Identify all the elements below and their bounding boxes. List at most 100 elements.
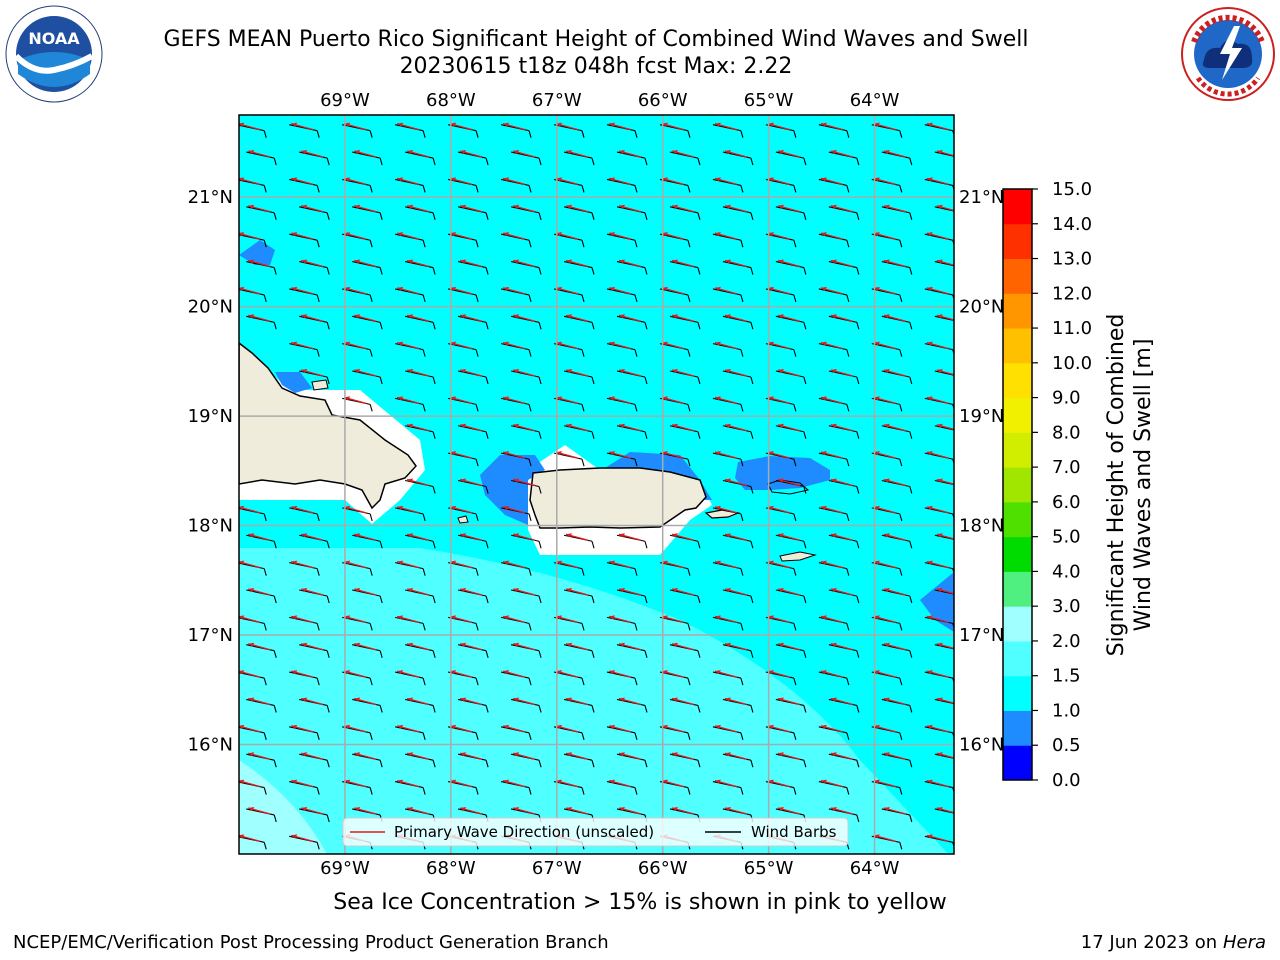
wave-direction-arrowhead: [291, 286, 298, 291]
wind-barb-flag: [263, 732, 267, 740]
wave-direction-arrowhead: [830, 423, 837, 428]
wind-barb-flag: [485, 267, 489, 275]
footer-date: 17 Jun 2023 on: [1080, 932, 1218, 953]
wind-barb-flag: [538, 431, 542, 439]
wave-direction-arrowhead: [513, 369, 520, 374]
colorbar-segment: [1003, 467, 1032, 503]
wind-barb-flag: [634, 458, 638, 467]
wind-barb-flag: [644, 322, 648, 330]
wind-barb-flag: [591, 650, 595, 658]
wind-barb-flag: [697, 541, 701, 549]
wind-barb-flag: [856, 650, 860, 658]
wave-direction-arrowhead: [301, 752, 308, 757]
wind-barb-flag: [687, 623, 691, 631]
wave-direction-arrowhead: [566, 259, 573, 264]
wind-barb-flag: [528, 130, 532, 138]
wind-barb-flag: [528, 677, 532, 686]
wave-direction-arrowhead: [926, 779, 933, 784]
wind-barb-flag: [581, 240, 585, 248]
wave-direction-arrowhead: [354, 697, 361, 702]
wave-direction-arrowhead: [503, 670, 510, 675]
wave-direction-arrowhead: [724, 150, 731, 155]
wave-direction-arrowhead: [407, 752, 414, 757]
wind-barb-flag: [856, 486, 860, 494]
wave-direction-arrowhead: [618, 587, 625, 592]
wave-direction-arrowhead: [291, 724, 298, 729]
wave-direction-arrowhead: [777, 478, 784, 483]
wind-barb-flag: [316, 787, 320, 795]
wind-barb-flag: [273, 267, 277, 275]
wind-barb-flag: [273, 705, 277, 713]
wave-direction-arrowhead: [291, 232, 298, 237]
wind-barb-flag: [846, 349, 850, 357]
wind-barb-flag: [273, 595, 277, 604]
wind-barb-flag: [432, 541, 436, 549]
wave-direction-arrowhead: [397, 670, 404, 675]
wave-direction-legend-label: Primary Wave Direction (unscaled): [394, 823, 654, 841]
wave-direction-arrowhead: [777, 587, 784, 592]
wind-barb-flag: [846, 568, 850, 576]
wind-barb-flag: [644, 431, 648, 439]
wind-barb-flag: [379, 705, 383, 713]
lat-label-left: 17°N: [188, 625, 233, 646]
wave-direction-arrowhead: [671, 697, 678, 702]
wind-barb-flag: [485, 595, 489, 604]
wind-barb-flag: [856, 814, 860, 823]
wind-barb-flag: [485, 541, 489, 549]
wave-direction-arrowhead: [301, 697, 308, 702]
wave-direction-arrowhead: [513, 697, 520, 702]
wave-direction-arrowhead: [724, 314, 731, 319]
low-wave-patch-east: [920, 572, 954, 632]
wave-direction-arrowhead: [608, 122, 615, 127]
wave-direction-arrowhead: [618, 204, 625, 209]
colorbar-tick-label: 5.0: [1052, 527, 1081, 548]
wind-barb-flag: [581, 130, 585, 138]
wave-direction-arrowhead: [618, 697, 625, 702]
wind-barb-flag: [316, 842, 320, 850]
wind-barb-flag: [485, 212, 489, 220]
wave-direction-arrowhead: [883, 587, 890, 592]
wind-barb-flag: [803, 322, 807, 330]
wave-direction-arrowhead: [618, 806, 625, 811]
wave-direction-arrowhead: [724, 587, 731, 592]
wind-barb-flag: [528, 458, 532, 467]
wave-direction-arrowhead: [248, 587, 255, 592]
wind-barb-flag: [369, 404, 373, 412]
wind-barb-flag: [475, 240, 479, 248]
wind-barb-flag: [909, 595, 913, 604]
wave-direction-arrowhead: [354, 587, 361, 592]
wind-barbs-legend-label: Wind Barbs: [751, 823, 837, 841]
wind-barb-flag: [846, 787, 850, 795]
wind-barb-flag: [432, 431, 436, 439]
wind-barb-flag: [899, 130, 903, 138]
st-croix-land: [779, 551, 817, 562]
wave-direction-arrowhead: [830, 642, 837, 647]
wind-barb-flag: [379, 157, 383, 166]
wind-barb-flag: [740, 732, 744, 740]
wave-direction-arrowhead: [777, 369, 784, 374]
wave-direction-arrowhead: [608, 560, 615, 565]
wave-direction-arrowhead: [926, 177, 933, 182]
colorbar-segment: [1003, 640, 1032, 677]
wave-direction-arrowhead: [830, 697, 837, 702]
wind-barb-flag: [697, 650, 701, 658]
wave-direction-arrowhead: [714, 341, 721, 346]
wave-direction-arrowhead: [714, 615, 721, 620]
wind-barb-flag: [538, 212, 542, 220]
wind-barb-flag: [750, 322, 754, 330]
wave-direction-arrowhead: [301, 533, 308, 538]
wind-barb-flag: [750, 650, 754, 658]
wind-barb-flag: [740, 568, 744, 576]
wind-barb-flag: [581, 568, 585, 576]
wind-barb-flag: [326, 267, 330, 275]
wave-direction-arrowhead: [777, 806, 784, 811]
wind-barb-flag: [591, 431, 595, 439]
wave-direction-arrowhead: [407, 806, 414, 811]
wind-barb-flag: [697, 376, 701, 385]
wave-direction-arrowhead: [513, 752, 520, 757]
wind-barb-flag: [856, 212, 860, 220]
wave-direction-arrowhead: [926, 670, 933, 675]
wind-barb-flag: [263, 568, 267, 576]
wind-barb-flag: [422, 732, 426, 740]
wave-direction-arrowhead: [513, 642, 520, 647]
